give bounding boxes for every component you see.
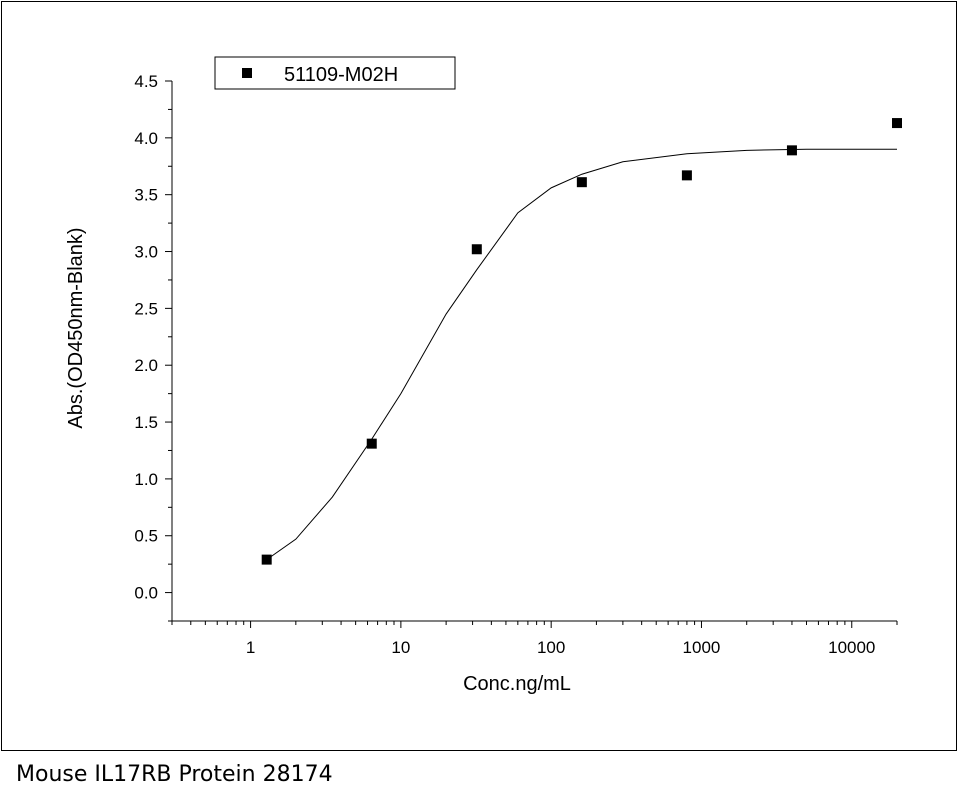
data-point bbox=[471, 244, 482, 255]
data-point bbox=[261, 554, 272, 565]
y-tick-label: 1.5 bbox=[134, 413, 158, 432]
y-tick-label: 2.5 bbox=[134, 299, 158, 318]
legend-label: 51109-M02H bbox=[284, 64, 398, 86]
x-tick-label: 100 bbox=[537, 638, 565, 657]
chart-frame bbox=[1, 1, 957, 751]
legend-marker bbox=[242, 68, 252, 78]
y-tick-label: 0.0 bbox=[134, 584, 158, 603]
y-tick-label: 1.0 bbox=[134, 470, 158, 489]
x-tick-label: 1000 bbox=[683, 638, 721, 657]
legend-box bbox=[214, 56, 456, 90]
data-point bbox=[366, 438, 377, 449]
legend: 51109-M02H bbox=[214, 56, 456, 90]
data-point bbox=[576, 177, 587, 188]
y-axis-title: Abs.(OD450nm-Blank) bbox=[65, 227, 87, 428]
fit-curve bbox=[266, 148, 897, 561]
data-point bbox=[786, 145, 797, 156]
x-tick-label: 10000 bbox=[828, 638, 875, 657]
y-tick-label: 4.0 bbox=[134, 129, 158, 148]
data-point bbox=[681, 170, 692, 181]
fit-curve-layer bbox=[266, 148, 897, 561]
figure-caption: Mouse IL17RB Protein 28174 bbox=[16, 762, 333, 787]
data-points bbox=[261, 118, 902, 565]
x-tick-label: 10 bbox=[391, 638, 410, 657]
y-tick-label: 2.0 bbox=[134, 356, 158, 375]
chart: 0.0 0.5 1.0 1.5 2.0 2.5 3.0 3.5 4.0 4.5 1 10 100 1000… bbox=[65, 56, 902, 695]
data-point bbox=[892, 118, 902, 129]
y-tick-label: 3.5 bbox=[134, 186, 158, 205]
y-tick-label: 3.0 bbox=[134, 243, 158, 262]
x-axis-title: Conc.ng/mL bbox=[463, 673, 571, 695]
x-tick-label: 1 bbox=[246, 638, 255, 657]
y-tick-label: 4.5 bbox=[134, 72, 158, 91]
y-tick-label: 0.5 bbox=[134, 527, 158, 546]
axes: 0.0 0.5 1.0 1.5 2.0 2.5 3.0 3.5 4.0 4.5 1 10 100 1000… bbox=[134, 72, 898, 657]
